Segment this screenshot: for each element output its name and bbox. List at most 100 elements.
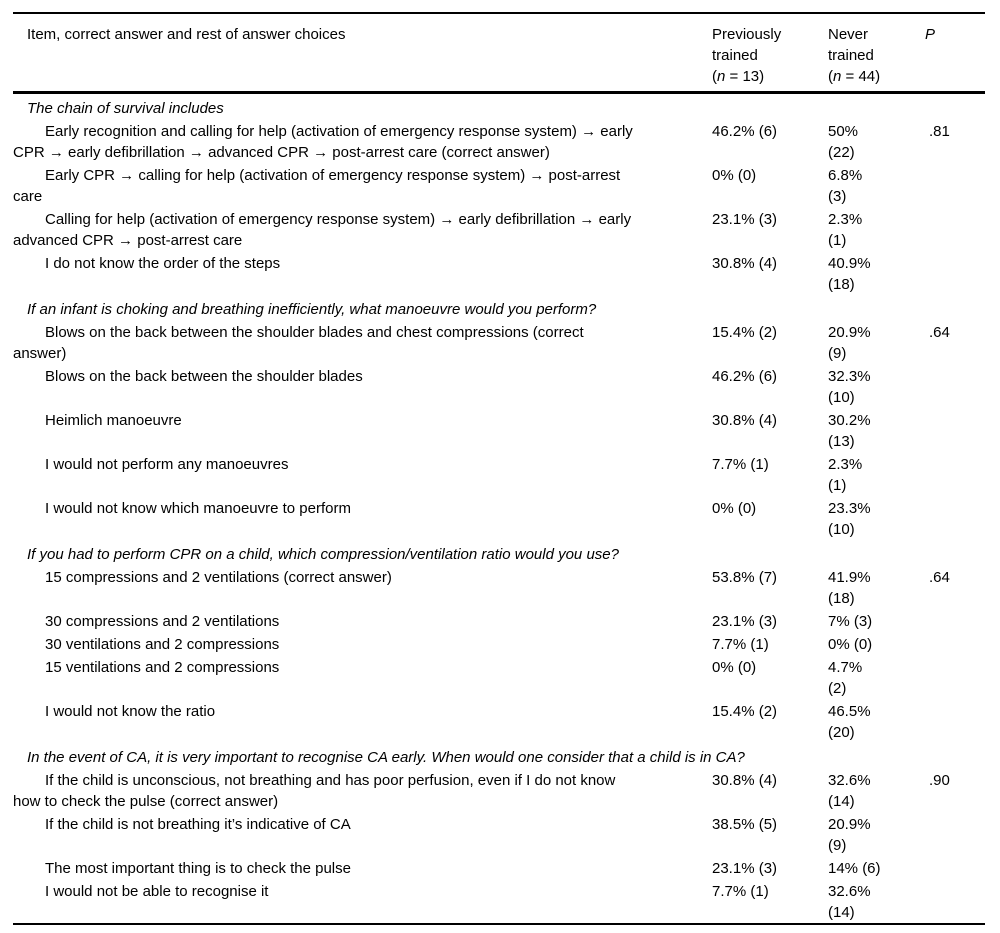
answer-cell: I would not know which manoeuvre to perf… <box>13 496 712 540</box>
previously-trained-value: 0% (0) <box>712 659 757 676</box>
p-value: .64 <box>929 324 950 341</box>
answer-cell: 15 ventilations and 2 compressions <box>13 655 712 699</box>
never-trained-value: 6.8% (3) <box>828 167 863 205</box>
never-trained-value: 32.6% (14) <box>828 772 871 810</box>
col-header-never-line1: Never <box>828 26 869 43</box>
table-row: 15 compressions and 2 ventilations (corr… <box>13 565 985 609</box>
table-row: Blows on the back between the shoulder b… <box>13 320 985 364</box>
table-row: 30 compressions and 2 ventilations 23.1%… <box>13 609 985 632</box>
answer-text: 15 compressions and 2 ventilations (corr… <box>45 569 392 586</box>
answer-text: 30 ventilations and 2 compressions <box>45 636 280 653</box>
answer-text: I would not know which manoeuvre to perf… <box>45 500 351 517</box>
answer-text: Blows on the back between the shoulder b… <box>45 368 363 385</box>
answer-text: Blows on the back between the shoulder b… <box>13 324 584 362</box>
p-value <box>925 408 985 452</box>
answer-text: I would not be able to recognise it <box>45 883 269 900</box>
table-body: The chain of survival includes Early rec… <box>13 93 985 925</box>
col-header-previously-sample-size: (n = 13) <box>712 68 765 85</box>
table-row: Heimlich manoeuvre 30.8% (4) 30.2% (13) <box>13 408 985 452</box>
table-row: Calling for help (activation of emergenc… <box>13 207 985 251</box>
col-header-never-line2: trained <box>828 47 874 64</box>
answer-cell: 30 compressions and 2 ventilations <box>13 609 712 632</box>
previously-trained-value: 15.4% (2) <box>712 703 778 720</box>
answer-text: I would not know the ratio <box>45 703 216 720</box>
previously-trained-value: 53.8% (7) <box>712 569 778 586</box>
never-trained-value: 7% (3) <box>828 613 873 630</box>
previously-trained-value: 7.7% (1) <box>712 456 769 473</box>
col-header-never-sample-size: (n = 44) <box>828 68 881 85</box>
col-header-never-trained: Never trained (n = 44) <box>828 13 925 94</box>
table-row: I would not know the ratio 15.4% (2) 46.… <box>13 699 985 743</box>
p-value: .81 <box>929 123 950 140</box>
answer-cell: I would not know the ratio <box>13 699 712 743</box>
never-trained-value: 32.6% (14) <box>828 883 871 921</box>
previously-trained-value: 30.8% (4) <box>712 772 778 789</box>
section-question: If an infant is choking and breathing in… <box>27 301 597 318</box>
previously-trained-value: 46.2% (6) <box>712 123 778 140</box>
table-row: I do not know the order of the steps 30.… <box>13 251 985 295</box>
p-value <box>925 632 985 655</box>
answer-cell: Heimlich manoeuvre <box>13 408 712 452</box>
section-row: If an infant is choking and breathing in… <box>13 295 985 320</box>
section-row: The chain of survival includes <box>13 93 985 120</box>
p-value: .64 <box>929 569 950 586</box>
table-row: 15 ventilations and 2 compressions 0% (0… <box>13 655 985 699</box>
answer-cell: 30 ventilations and 2 compressions <box>13 632 712 655</box>
answer-cell: Early CPR → calling for help (activation… <box>13 163 712 207</box>
never-trained-value: 14% (6) <box>828 860 881 877</box>
p-value <box>925 163 985 207</box>
table-row: 30 ventilations and 2 compressions 7.7% … <box>13 632 985 655</box>
never-trained-value: 4.7% (2) <box>828 659 863 697</box>
col-header-p-value: P <box>925 13 985 94</box>
table-row: I would not be able to recognise it 7.7%… <box>13 879 985 924</box>
p-value <box>925 364 985 408</box>
answer-cell: I would not perform any manoeuvres <box>13 452 712 496</box>
never-trained-value: 20.9% (9) <box>828 816 871 854</box>
p-value <box>925 856 985 879</box>
previously-trained-value: 38.5% (5) <box>712 816 778 833</box>
answer-cell: 15 compressions and 2 ventilations (corr… <box>13 565 712 609</box>
previously-trained-value: 23.1% (3) <box>712 613 778 630</box>
answer-cell: The most important thing is to check the… <box>13 856 712 879</box>
p-value <box>925 879 985 924</box>
table-row: Early recognition and calling for help (… <box>13 119 985 163</box>
previously-trained-value: 23.1% (3) <box>712 860 778 877</box>
answer-cell: I do not know the order of the steps <box>13 251 712 295</box>
answer-text: 30 compressions and 2 ventilations <box>45 613 280 630</box>
p-value <box>925 452 985 496</box>
table-row: If the child is not breathing it’s indic… <box>13 812 985 856</box>
p-value: .90 <box>929 772 950 789</box>
table-header: Item, correct answer and rest of answer … <box>13 13 985 94</box>
answer-cell: If the child is not breathing it’s indic… <box>13 812 712 856</box>
p-value <box>925 609 985 632</box>
answer-cell: Blows on the back between the shoulder b… <box>13 364 712 408</box>
never-trained-value: 40.9% (18) <box>828 255 871 293</box>
never-trained-value: 50% (22) <box>828 123 859 161</box>
never-trained-value: 32.3% (10) <box>828 368 871 406</box>
answer-cell: Early recognition and calling for help (… <box>13 119 712 163</box>
answer-cell: If the child is unconscious, not breathi… <box>13 768 712 812</box>
answer-text: Early recognition and calling for help (… <box>13 123 633 161</box>
previously-trained-value: 15.4% (2) <box>712 324 778 341</box>
col-header-previously-line2: trained <box>712 47 758 64</box>
table-row: I would not know which manoeuvre to perf… <box>13 496 985 540</box>
previously-trained-value: 23.1% (3) <box>712 211 778 228</box>
previously-trained-value: 46.2% (6) <box>712 368 778 385</box>
table-row: The most important thing is to check the… <box>13 856 985 879</box>
never-trained-value: 0% (0) <box>828 636 873 653</box>
never-trained-value: 2.3% (1) <box>828 456 863 494</box>
answer-text: I do not know the order of the steps <box>45 255 281 272</box>
col-header-previously-trained: Previously trained (n = 13) <box>712 13 828 94</box>
table-row: Early CPR → calling for help (activation… <box>13 163 985 207</box>
answer-cell: I would not be able to recognise it <box>13 879 712 924</box>
previously-trained-value: 30.8% (4) <box>712 412 778 429</box>
section-question: The chain of survival includes <box>27 100 224 117</box>
header-row: Item, correct answer and rest of answer … <box>13 13 985 94</box>
answer-text: I would not perform any manoeuvres <box>45 456 289 473</box>
previously-trained-value: 0% (0) <box>712 500 757 517</box>
never-trained-value: 20.9% (9) <box>828 324 871 362</box>
answer-cell: Calling for help (activation of emergenc… <box>13 207 712 251</box>
answer-text: Heimlich manoeuvre <box>45 412 182 429</box>
never-trained-value: 30.2% (13) <box>828 412 871 450</box>
answer-text: If the child is not breathing it’s indic… <box>45 816 351 833</box>
